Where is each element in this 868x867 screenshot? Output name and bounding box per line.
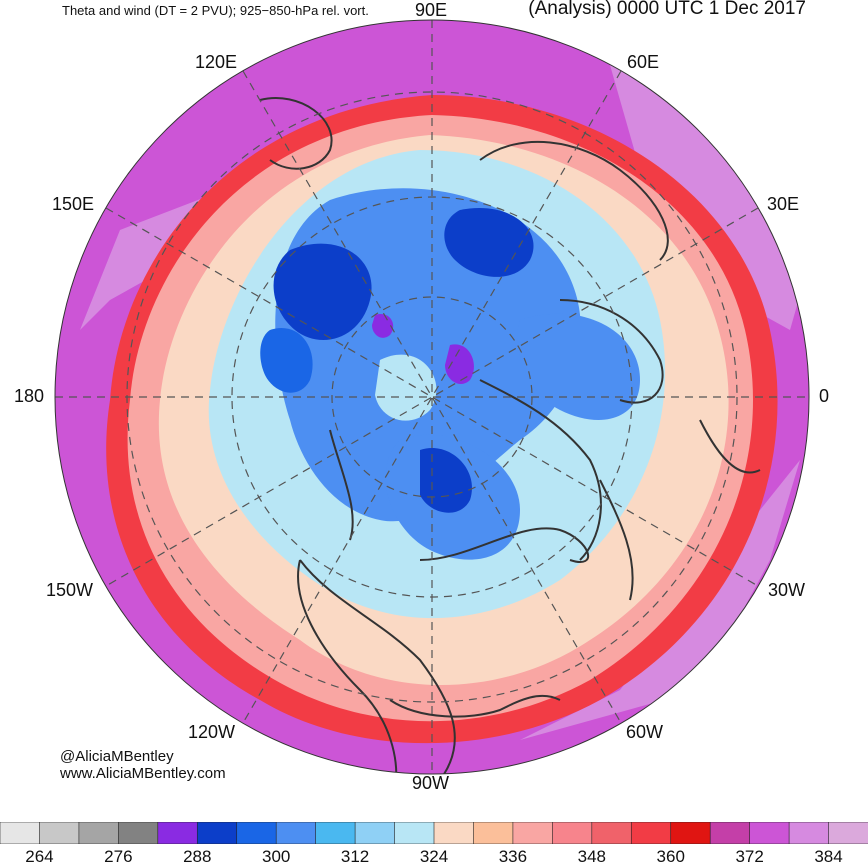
colorbar-swatch xyxy=(512,822,554,844)
lon-label-60e: 60E xyxy=(627,52,660,72)
theta-light-ridge xyxy=(375,354,437,421)
colorbar-swatch xyxy=(788,822,830,844)
lon-label-30e: 30E xyxy=(767,194,800,214)
colorbar-swatch xyxy=(196,822,238,844)
colorbar-swatch xyxy=(591,822,633,844)
lon-label-90w: 90W xyxy=(412,773,450,793)
colorbar-swatch xyxy=(670,822,711,844)
colorbar-tick-label: 360 xyxy=(656,847,685,866)
lon-label-180: 180 xyxy=(14,386,45,406)
colorbar-swatch xyxy=(315,822,356,844)
coastline-contours xyxy=(259,97,761,774)
theta-lilac-patch xyxy=(520,460,800,740)
colorbar-swatch xyxy=(828,822,868,844)
theta-dark-blue xyxy=(273,243,372,340)
colorbar-swatch xyxy=(275,822,317,844)
lon-label-60w: 60W xyxy=(626,722,664,742)
colorbar-swatch xyxy=(394,822,435,844)
theta-dark-blue xyxy=(260,328,313,393)
colorbar-swatch xyxy=(749,822,790,844)
colorbar-swatch xyxy=(39,822,80,844)
colorbar-tick-label: 384 xyxy=(814,847,843,866)
colorbar-swatch xyxy=(118,822,159,844)
lon-label-0: 0 xyxy=(819,386,830,406)
colorbar xyxy=(0,822,868,844)
theta-dark-blue xyxy=(444,208,534,277)
analysis-time: (Analysis) 0000 UTC 1 Dec 2017 xyxy=(528,0,806,19)
colorbar-swatch xyxy=(78,822,120,844)
colorbar-swatch xyxy=(552,822,593,844)
colorbar-tick-label: 312 xyxy=(340,847,370,866)
lon-label-120w: 120W xyxy=(188,722,236,742)
colorbar-swatch xyxy=(0,822,41,844)
polar-stereographic-map xyxy=(54,19,810,775)
colorbar-swatch xyxy=(473,822,514,844)
colorbar-swatch xyxy=(354,822,396,844)
colorbar-swatch xyxy=(236,822,277,844)
theta-purple-core xyxy=(372,314,394,338)
colorbar-tick-label: 288 xyxy=(183,847,212,866)
lon-label-30w: 30W xyxy=(768,580,806,600)
colorbar-tick-label: 336 xyxy=(498,847,528,866)
lon-label-90e: 90E xyxy=(415,0,448,20)
theta-purple-core xyxy=(445,344,474,385)
colorbar-tick-label: 324 xyxy=(419,847,449,866)
lon-label-150w: 150W xyxy=(46,580,94,600)
theta-field xyxy=(55,20,809,774)
colorbar-swatch xyxy=(709,822,751,844)
colorbar-tick-label: 264 xyxy=(25,847,54,866)
graticule xyxy=(55,20,809,774)
colorbar-tick-label: 276 xyxy=(104,847,133,866)
colorbar-swatch xyxy=(157,822,199,844)
colorbar-swatch xyxy=(433,822,475,844)
theta-lilac-patch xyxy=(600,30,809,330)
lon-label-150e: 150E xyxy=(52,194,95,214)
colorbar-tick-label: 300 xyxy=(261,847,291,866)
credit-website: www.AliciaMBentley.com xyxy=(60,765,226,782)
colorbar-swatch xyxy=(630,822,672,844)
lon-label-120e: 120E xyxy=(195,52,238,72)
credit-twitter: @AliciaMBentley xyxy=(60,748,174,765)
map-boundary xyxy=(54,19,810,775)
map-title: Theta and wind (DT = 2 PVU); 925−850-hPa… xyxy=(62,3,369,18)
colorbar-tick-label: 348 xyxy=(577,847,606,866)
colorbar-tick-label: 372 xyxy=(735,847,764,866)
theta-mid-blue xyxy=(517,313,640,420)
